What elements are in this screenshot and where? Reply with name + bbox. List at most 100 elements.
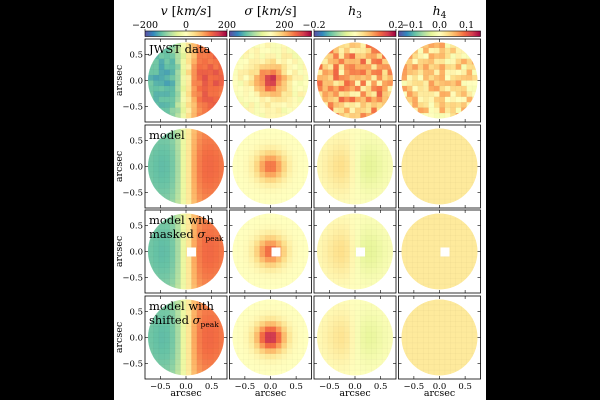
map-pixel bbox=[153, 235, 160, 242]
map-pixel bbox=[417, 161, 424, 167]
map-pixel bbox=[186, 199, 192, 205]
map-pixel bbox=[360, 133, 367, 140]
map-pixel bbox=[169, 107, 176, 114]
map-pixel bbox=[259, 229, 266, 236]
map-pixel bbox=[275, 342, 282, 349]
map-pixel bbox=[338, 69, 345, 76]
map-pixel bbox=[360, 229, 367, 236]
map-pixel bbox=[444, 166, 451, 173]
map-pixel bbox=[275, 42, 282, 49]
map-pixel bbox=[254, 224, 261, 231]
panel-2-h3 bbox=[313, 209, 397, 294]
map-pixel bbox=[333, 240, 340, 247]
x-tick-label: 0.5 bbox=[289, 382, 303, 392]
map-pixel bbox=[365, 256, 372, 263]
map-pixel bbox=[355, 96, 361, 103]
map-pixel bbox=[275, 128, 282, 135]
map-pixel bbox=[472, 337, 478, 344]
map-pixel bbox=[428, 150, 435, 157]
map-pixel bbox=[213, 91, 219, 98]
map-pixel bbox=[164, 107, 171, 114]
map-pixel bbox=[281, 332, 288, 338]
map-pixel bbox=[344, 342, 350, 349]
map-pixel bbox=[444, 304, 451, 311]
map-pixel bbox=[333, 53, 340, 60]
map-pixel bbox=[450, 166, 457, 173]
map-pixel bbox=[270, 353, 277, 360]
map-pixel bbox=[444, 256, 451, 263]
map-pixel bbox=[164, 224, 171, 231]
map-pixel bbox=[327, 139, 334, 146]
map-pixel bbox=[169, 213, 176, 220]
map-pixel bbox=[297, 69, 304, 76]
map-pixel bbox=[371, 47, 378, 54]
map-pixel bbox=[439, 267, 446, 274]
map-pixel bbox=[207, 58, 214, 65]
map-pixel bbox=[412, 273, 419, 280]
map-pixel bbox=[444, 128, 451, 135]
map-pixel bbox=[286, 364, 293, 371]
map-pixel bbox=[164, 240, 171, 247]
map-pixel bbox=[202, 80, 209, 87]
map-pixel bbox=[349, 315, 356, 322]
map-pixel bbox=[327, 229, 334, 236]
map-pixel bbox=[434, 353, 440, 360]
map-pixel bbox=[434, 69, 440, 76]
map-pixel bbox=[202, 53, 209, 60]
map-pixel bbox=[322, 315, 329, 322]
map-pixel bbox=[365, 58, 372, 65]
map-pixel bbox=[186, 299, 192, 306]
map-pixel bbox=[455, 91, 462, 98]
map-pixel bbox=[292, 155, 299, 162]
map-pixel bbox=[327, 235, 334, 242]
map-pixel bbox=[412, 64, 419, 71]
map-pixel bbox=[218, 166, 224, 173]
map-pixel bbox=[259, 69, 266, 76]
map-pixel bbox=[254, 240, 261, 247]
map-pixel bbox=[180, 256, 187, 263]
map-pixel bbox=[259, 177, 266, 184]
map-pixel bbox=[365, 177, 372, 184]
map-pixel bbox=[303, 161, 309, 167]
map-pixel bbox=[423, 161, 430, 167]
map-pixel bbox=[322, 246, 329, 252]
map-pixel bbox=[466, 353, 473, 360]
map-pixel bbox=[281, 58, 288, 65]
map-pixel bbox=[444, 213, 451, 220]
map-pixel bbox=[371, 193, 378, 200]
map-pixel bbox=[270, 364, 277, 371]
map-pixel bbox=[376, 85, 383, 92]
map-pixel bbox=[153, 166, 160, 173]
map-pixel bbox=[444, 102, 451, 109]
map-pixel bbox=[153, 91, 160, 98]
map-pixel bbox=[455, 348, 462, 355]
map-pixel bbox=[158, 171, 165, 178]
map-pixel bbox=[444, 47, 451, 54]
map-pixel bbox=[466, 332, 473, 338]
map-pixel bbox=[423, 353, 430, 360]
map-pixel bbox=[191, 85, 198, 92]
map-pixel bbox=[270, 53, 277, 60]
map-pixel bbox=[349, 246, 356, 252]
map-pixel bbox=[254, 326, 261, 333]
map-pixel bbox=[349, 85, 356, 92]
map-pixel bbox=[461, 235, 468, 242]
map-pixel bbox=[254, 229, 261, 236]
map-pixel bbox=[376, 229, 383, 236]
map-pixel bbox=[412, 348, 419, 355]
map-pixel bbox=[450, 315, 457, 322]
map-pixel bbox=[376, 342, 383, 349]
map-pixel bbox=[207, 171, 214, 178]
map-pixel bbox=[191, 113, 198, 119]
map-pixel bbox=[428, 144, 435, 151]
map-pixel bbox=[360, 64, 367, 71]
map-pixel bbox=[303, 246, 309, 252]
map-pixel bbox=[423, 133, 430, 140]
map-pixel bbox=[450, 64, 457, 71]
map-pixel bbox=[275, 199, 282, 205]
map-pixel bbox=[450, 284, 457, 290]
map-pixel bbox=[248, 332, 255, 338]
map-pixel bbox=[243, 267, 250, 274]
map-pixel bbox=[472, 69, 478, 76]
map-pixel bbox=[254, 85, 261, 92]
